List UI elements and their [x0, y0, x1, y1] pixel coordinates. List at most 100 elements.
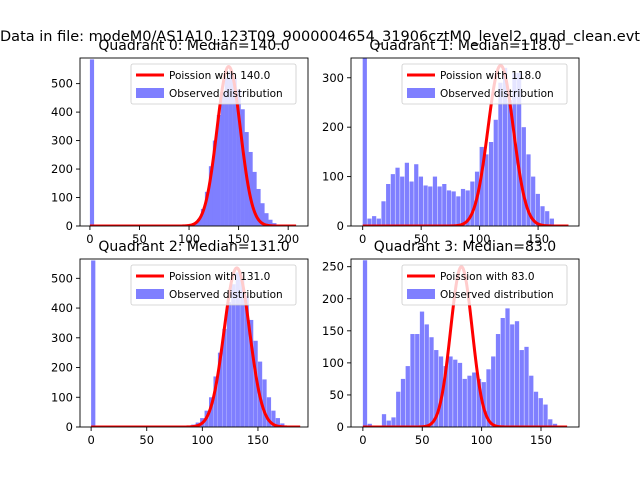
legend-poisson-label: Poission with 140.0: [169, 70, 270, 82]
y-tick-label: 400: [51, 301, 73, 315]
histogram-bar: [514, 321, 520, 427]
histogram-bar: [256, 188, 261, 226]
histogram-bar: [400, 378, 406, 427]
histogram-bar: [367, 423, 372, 427]
data-layer-quadrant-0: [88, 59, 298, 226]
x-tick-label: 50: [414, 232, 429, 246]
histogram-bar: [503, 67, 508, 226]
poisson-curve: [88, 65, 298, 226]
legend-observed-swatch: [136, 88, 164, 98]
histogram-bar: [535, 193, 540, 226]
histogram-bar: [216, 114, 221, 226]
histogram-bar: [224, 77, 229, 226]
histogram-bar: [213, 376, 218, 427]
histogram-bar: [362, 58, 367, 226]
histogram-bar: [415, 334, 420, 427]
histogram-bar: [510, 324, 515, 427]
legend-frame: [130, 264, 297, 306]
histogram-bar: [434, 350, 439, 427]
y-tick-label: 300: [322, 71, 344, 85]
axes-frame: [79, 57, 309, 227]
x-tick-label: 200: [277, 232, 299, 246]
histogram-bar: [529, 375, 534, 427]
legend: Poission with 83.0 Observed distribution: [401, 264, 568, 306]
y-tick-label: 300: [51, 134, 73, 148]
x-tick-label: 0: [87, 433, 94, 447]
histogram-bar: [395, 167, 400, 226]
histogram-bar: [196, 218, 202, 226]
histogram-bar: [260, 203, 265, 226]
histogram-bar: [381, 201, 386, 226]
axes-frame: [350, 258, 580, 428]
histogram-bar: [521, 127, 526, 226]
y-tick-label: 100: [51, 191, 73, 205]
legend-poisson-label: Poission with 118.0: [440, 70, 541, 82]
histogram-bar: [376, 218, 381, 226]
legend-observed-swatch: [407, 88, 435, 98]
y-tick-label: 200: [322, 292, 344, 306]
histogram-bar: [519, 350, 524, 427]
histogram-bar: [262, 379, 267, 427]
histogram-bar: [252, 171, 257, 226]
y-tick-label: 300: [51, 331, 73, 345]
histogram-bar: [437, 186, 442, 226]
histogram-bar: [448, 356, 453, 427]
y-tick-label: 0: [337, 219, 344, 233]
histogram-bar: [409, 181, 414, 226]
histogram-bar: [231, 284, 236, 427]
x-tick-label: 150: [530, 433, 552, 447]
histogram-bar: [446, 190, 452, 226]
histogram-bar: [275, 418, 280, 427]
histogram-bar: [240, 278, 245, 427]
legend-observed-label: Observed distribution: [169, 88, 283, 100]
y-tick-label: 50: [329, 388, 344, 402]
histogram-bar: [209, 397, 214, 427]
figure-suptitle: Data in file: modeM0/AS1A10_123T09_90000…: [0, 29, 640, 45]
x-tick-label: 100: [191, 433, 213, 447]
histogram-bar: [204, 191, 210, 226]
axes-frame: [79, 258, 309, 428]
histogram-bar: [505, 308, 510, 427]
y-tick-label: 500: [51, 77, 73, 91]
x-tick-label: 0: [359, 433, 366, 447]
histogram-bar: [89, 59, 95, 226]
histogram-bar: [220, 92, 225, 226]
histogram-bar: [467, 375, 472, 427]
histogram-bar: [524, 346, 529, 427]
histogram-bar: [526, 154, 531, 226]
histogram-bar: [493, 119, 498, 226]
histogram-bar: [200, 208, 206, 226]
chart-quadrant-3: 0 50 100 150 0 50 100 150 200 250 Quadrant 3: Medi…: [322, 239, 580, 447]
y-tick-label: 500: [51, 271, 73, 285]
histogram-bar: [264, 213, 269, 226]
y-tick-label: 400: [51, 105, 73, 119]
histogram-bar: [543, 404, 548, 427]
histogram-bar: [453, 359, 458, 427]
legend-frame: [130, 63, 297, 105]
data-layer-quadrant-1: [361, 58, 570, 226]
histogram-bar: [391, 417, 396, 427]
histogram-bar: [91, 260, 96, 427]
histogram-bar: [271, 410, 276, 427]
legend-poisson-label: Poission with 83.0: [440, 271, 535, 283]
data-layer-quadrant-2: [90, 260, 302, 427]
histogram-bar: [428, 186, 433, 226]
x-tick-label: 150: [247, 433, 269, 447]
histogram-bar: [479, 146, 484, 226]
histogram-bar: [460, 188, 466, 226]
legend-frame: [401, 63, 568, 105]
x-tick-label: 50: [132, 232, 147, 246]
y-tick-label: 200: [322, 120, 344, 134]
histogram-bar: [470, 181, 475, 226]
histogram-bar: [457, 362, 463, 427]
histogram-bar: [548, 419, 553, 427]
poisson-curve: [90, 266, 302, 427]
histogram-bar: [512, 72, 517, 226]
legend-observed-swatch: [136, 289, 164, 299]
histogram-bar: [552, 423, 558, 427]
histogram-bar: [372, 216, 377, 226]
histogram-bar: [533, 391, 539, 427]
histogram-bar: [404, 162, 409, 226]
chart-quadrant-1: 0 50 100 150 0 100 200 300 Quadrant 1: Median=11…: [322, 38, 580, 246]
